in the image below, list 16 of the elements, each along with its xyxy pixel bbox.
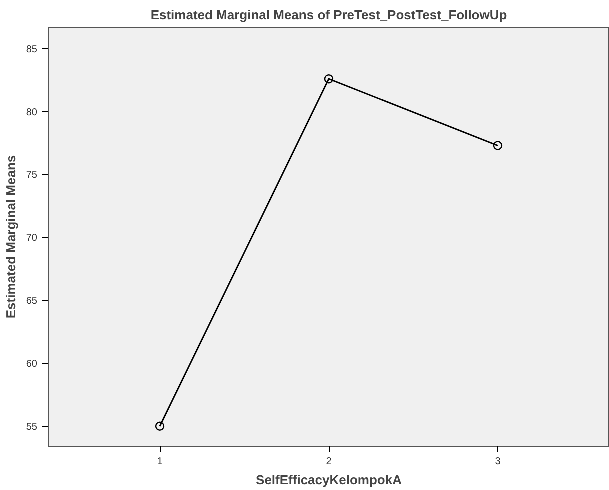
y-tick-label: 70 [26, 233, 38, 244]
x-axis-title: SelfEfficacyKelompokA [256, 472, 403, 488]
point [493, 141, 503, 150]
x-tick-label: 3 [495, 456, 502, 468]
x-tick-label: 1 [157, 456, 164, 468]
y-axis-title: Estimated Marginal Means [3, 155, 18, 319]
chart-title: Estimated Marginal Means of PreTest_PostTest_FollowUp [150, 8, 508, 22]
y-tick-label: 80 [26, 107, 38, 118]
y-tick-label: 65 [26, 296, 38, 308]
x-tick-label: 2 [326, 456, 332, 468]
y-tick-label: 60 [26, 358, 38, 370]
y-tick-label: 75 [26, 170, 38, 182]
y-tick-label: 55 [26, 422, 38, 433]
y-tick-label: 85 [26, 44, 38, 56]
point [155, 422, 165, 431]
point [324, 74, 334, 84]
